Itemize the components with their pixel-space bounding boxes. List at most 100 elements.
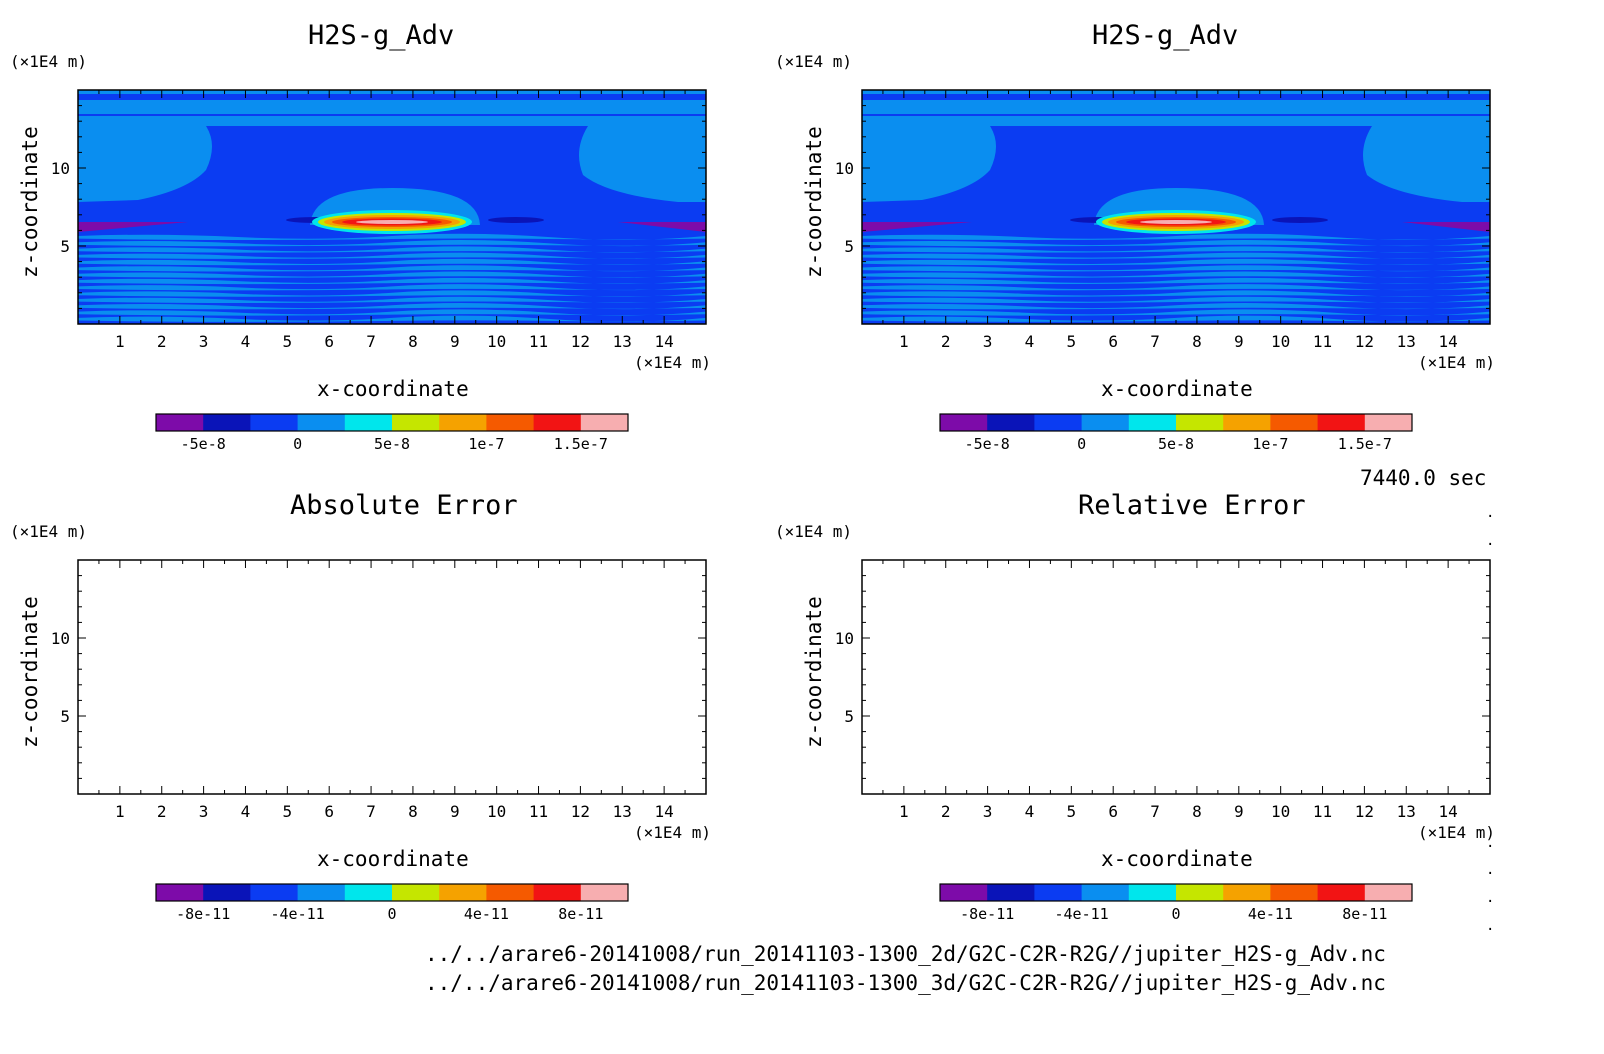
colorbar-segment (439, 884, 487, 901)
x-unit-label: (×1E4 m) (634, 823, 712, 842)
colorbar-frame (155, 413, 629, 432)
colorbar-tick-label: -4e-11 (1055, 905, 1109, 923)
field-stripe (862, 303, 1490, 310)
field-purple-right (1402, 222, 1490, 232)
x-tick-label: 7 (366, 332, 376, 351)
x-tick-label: 8 (408, 802, 418, 821)
colorbar-segment (1223, 884, 1271, 901)
colorbar-tick-label: 1e-7 (468, 435, 504, 453)
y-tick-label: 5 (844, 707, 854, 726)
x-tick-label: 2 (157, 802, 167, 821)
field-stripe (78, 271, 706, 278)
plot-frame (77, 559, 707, 795)
x-unit-label: (×1E4 m) (1418, 353, 1496, 372)
colorbar-segment (1176, 884, 1224, 901)
x-tick-label: 11 (529, 802, 548, 821)
x-tick-label: 8 (408, 332, 418, 351)
x-tick-label: 1 (899, 802, 909, 821)
colorbar-segment (250, 414, 299, 431)
field-stripe (78, 258, 706, 266)
colorbar-segment (297, 414, 346, 431)
colorbar-segment (344, 414, 393, 431)
file-path-2d: ../../arare6-20141008/run_20141103-1300_… (425, 942, 1386, 966)
x-tick-label: 10 (487, 332, 506, 351)
field-core (1140, 220, 1212, 224)
x-tick-label: 6 (324, 802, 334, 821)
colorbar-segment (1317, 884, 1366, 901)
field-core (356, 220, 428, 224)
field-stripe (78, 309, 706, 316)
colorbar-tick-label: 8e-11 (1342, 905, 1387, 923)
y-tick-label: 10 (51, 629, 70, 648)
x-axis-title: x-coordinate (1101, 377, 1253, 401)
panel-title: H2S-g_Adv (1092, 20, 1239, 51)
colorbar-tick-label: 1.5e-7 (1338, 435, 1392, 453)
x-tick-label: 14 (1439, 802, 1458, 821)
colorbar-tick-label: 0 (387, 905, 396, 923)
x-tick-label: 2 (941, 802, 951, 821)
x-tick-label: 6 (1108, 332, 1118, 351)
colorbar-tick-label: 1.5e-7 (554, 435, 608, 453)
x-tick-label: 3 (199, 802, 209, 821)
x-tick-label: 4 (1025, 802, 1035, 821)
colorbar-segment (1270, 414, 1319, 431)
colorbar-segment (1176, 414, 1224, 431)
y-unit-label: (×1E4 m) (775, 522, 853, 541)
colorbar-segment (940, 414, 988, 431)
colorbar-tick-label: 0 (293, 435, 302, 453)
x-unit-label: (×1E4 m) (1418, 823, 1496, 842)
field-stripe (78, 290, 706, 297)
colorbar-segment (1128, 884, 1177, 901)
colorbar-segment (1034, 414, 1083, 431)
field-stripe (862, 290, 1490, 297)
x-tick-label: 9 (450, 802, 460, 821)
field-stripe (862, 284, 1490, 291)
colorbar-segment (486, 414, 535, 431)
plot-frame (861, 559, 1491, 795)
colorbar-segment (1128, 414, 1177, 431)
x-tick-label: 8 (1192, 332, 1202, 351)
margin-dot: . (1486, 505, 1495, 521)
y-tick-label: 5 (844, 237, 854, 256)
colorbar: -5e-8 0 5e-8 1e-7 1.5e-7 (155, 413, 629, 453)
field-stripe (78, 277, 706, 285)
colorbar-tick-label: 5e-8 (374, 435, 410, 453)
x-tick-label: 7 (366, 802, 376, 821)
colorbar-segment (1081, 884, 1130, 901)
x-tick-label: 10 (1271, 332, 1290, 351)
x-tick-label: 6 (1108, 802, 1118, 821)
field-lobe-right (1363, 126, 1490, 202)
x-tick-label: 4 (241, 332, 251, 351)
panel-title: Absolute Error (290, 490, 518, 521)
x-tick-label: 5 (283, 802, 293, 821)
x-tick-label: 12 (1355, 802, 1374, 821)
field-stripe (78, 315, 706, 322)
colorbar-tick-label: 0 (1171, 905, 1180, 923)
time-label: 7440.0 sec (1360, 466, 1487, 490)
field-dark-streak (1272, 217, 1328, 223)
x-tick-label: 12 (571, 802, 590, 821)
colorbar-tick-label: -4e-11 (271, 905, 325, 923)
colorbar-tick-label: -8e-11 (176, 905, 230, 923)
x-tick-label: 2 (157, 332, 167, 351)
colorbar-frame (939, 413, 1413, 432)
x-tick-label: 10 (1271, 802, 1290, 821)
x-tick-label: 11 (1313, 802, 1332, 821)
x-tick-label: 13 (1397, 802, 1416, 821)
x-tick-label: 11 (529, 332, 548, 351)
y-tick-label: 10 (835, 629, 854, 648)
y-unit-label: (×1E4 m) (10, 52, 88, 71)
x-tick-label: 13 (613, 802, 632, 821)
x-tick-label: 4 (241, 802, 251, 821)
field-stripe (78, 265, 706, 272)
colorbar-segment (1034, 884, 1083, 901)
x-tick-label: 4 (1025, 332, 1035, 351)
y-tick-label: 10 (51, 159, 70, 178)
colorbar-tick-label: 5e-8 (1158, 435, 1194, 453)
x-axis-title: x-coordinate (317, 847, 469, 871)
margin-dot: . (1486, 533, 1495, 549)
colorbar-segment (156, 884, 204, 901)
colorbar-segment (250, 884, 299, 901)
